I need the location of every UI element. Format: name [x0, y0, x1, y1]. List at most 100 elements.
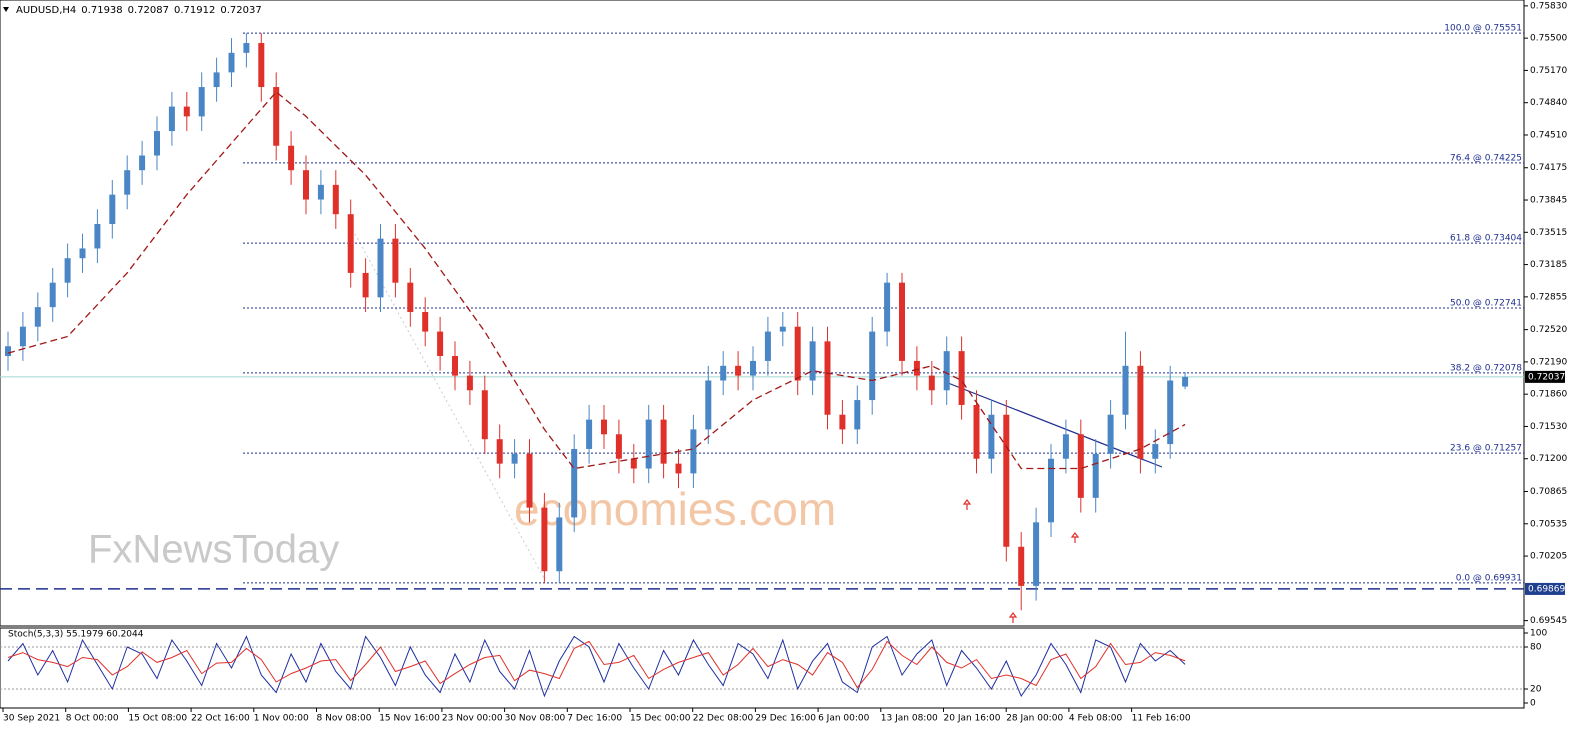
candle-body	[1122, 365, 1129, 415]
fib-label: 38.2 @ 0.72078	[1450, 363, 1522, 373]
candle-body	[1048, 458, 1054, 523]
candle-body	[481, 390, 488, 440]
y-tick-label: 0.70535	[1530, 519, 1567, 529]
x-tick-label: 11 Feb 16:00	[1132, 714, 1191, 724]
candle-body	[124, 170, 131, 195]
y-tick-label: 0.75170	[1530, 66, 1567, 76]
x-tick-label: 6 Jan 00:00	[818, 714, 870, 724]
candle-body	[526, 453, 533, 508]
candle-body	[794, 326, 801, 381]
candle-body	[49, 282, 56, 308]
arrows	[962, 499, 1080, 623]
candle-body	[690, 429, 697, 474]
candle-body	[1107, 414, 1114, 454]
close: 0.72037	[220, 5, 261, 16]
candle-body	[1018, 546, 1025, 586]
candle-body	[1003, 414, 1010, 547]
candle-body	[154, 131, 160, 156]
x-tick-label: 15 Dec 00:00	[630, 714, 691, 724]
x-tick-label: 7 Dec 16:00	[567, 714, 622, 724]
candle-body	[1062, 434, 1069, 459]
stoch-tick-label: 80	[1530, 643, 1542, 653]
candle-body	[183, 106, 190, 117]
candle-body	[720, 365, 727, 381]
y-tick-label: 0.71860	[1530, 390, 1567, 400]
y-tick-label: 0.69545	[1530, 616, 1567, 626]
candle-body	[1137, 365, 1144, 459]
candle-body	[541, 507, 548, 572]
candle-body	[317, 184, 324, 200]
candle-body	[1152, 444, 1159, 459]
y-tick-label: 0.74510	[1530, 130, 1567, 140]
stoch-line	[7, 635, 1186, 698]
x-tick-label: 8 Oct 00:00	[66, 714, 119, 724]
candle-body	[824, 341, 831, 415]
candle-body	[243, 43, 250, 53]
x-tick-label: 13 Jan 08:00	[881, 714, 938, 724]
y-tick-label: 0.71530	[1530, 422, 1567, 432]
arrow	[1070, 532, 1080, 543]
candle-body	[958, 351, 965, 405]
candle-body	[735, 365, 742, 376]
candle-body	[1167, 380, 1174, 445]
y-tick-label: 0.74175	[1530, 163, 1567, 173]
candle-body	[943, 351, 950, 391]
y-tick-label: 0.74840	[1530, 98, 1567, 108]
y-tick-label: 0.70865	[1530, 487, 1567, 497]
moving-average	[7, 91, 1186, 470]
watermark: economies.com	[514, 483, 836, 535]
candle-body	[988, 414, 995, 459]
x-tick-label: 22 Dec 08:00	[693, 714, 754, 724]
x-tick-label: 15 Oct 08:00	[128, 714, 187, 724]
stoch-line	[7, 640, 1186, 689]
y-tick-label: 0.70205	[1530, 552, 1567, 562]
candle-body	[705, 380, 712, 430]
candle-body	[452, 356, 458, 376]
candle-body	[1092, 453, 1099, 498]
stoch-title: Stoch(5,3,3) 55.1979 60.2044	[8, 630, 144, 640]
candle-body	[913, 360, 920, 376]
price-tag-label: 0.72037	[1528, 372, 1565, 382]
y-tick-label: 0.73845	[1530, 196, 1567, 206]
price-panel	[0, 0, 1525, 627]
candle-body	[615, 434, 622, 459]
x-tick-label: 8 Nov 08:00	[317, 714, 372, 724]
candle-body	[94, 223, 101, 249]
open: 0.71938	[81, 5, 122, 16]
candle-body	[645, 419, 652, 469]
fib-label: 50.0 @ 0.72741	[1450, 299, 1522, 309]
candle-body	[437, 331, 444, 357]
candle-body	[750, 360, 756, 376]
y-tick-label: 0.72190	[1530, 357, 1567, 367]
candle-body	[630, 458, 637, 469]
candle-body	[168, 106, 175, 132]
menu-triangle	[3, 7, 9, 12]
candle-body	[466, 375, 473, 391]
candle-body	[660, 419, 667, 464]
price-tag-label: 0.69869	[1528, 584, 1565, 594]
candle-body	[884, 282, 891, 332]
candle-body	[1033, 522, 1040, 586]
x-tick-label: 4 Feb 08:00	[1069, 714, 1123, 724]
candle-body	[928, 375, 935, 391]
candle-body	[1182, 376, 1189, 387]
candle-body	[973, 404, 980, 459]
y-tick-label: 0.73185	[1530, 260, 1567, 270]
y-tick-label: 0.71200	[1530, 454, 1567, 464]
candle-body	[571, 448, 578, 518]
x-tick-label: 28 Jan 00:00	[1006, 714, 1063, 724]
fib-label: 0.0 @ 0.69931	[1456, 573, 1522, 583]
candle-body	[303, 170, 309, 200]
arrow	[1008, 612, 1018, 623]
x-tick-label: 23 Nov 00:00	[442, 714, 503, 724]
price-tag	[1525, 582, 1565, 595]
x-tick-label: 29 Dec 16:00	[755, 714, 816, 724]
candle-body	[839, 414, 846, 430]
candle-body	[34, 307, 41, 327]
y-tick-label: 0.73515	[1530, 228, 1567, 238]
x-tick-label: 30 Nov 08:00	[505, 714, 566, 724]
fib-label: 61.8 @ 0.73404	[1450, 234, 1522, 244]
candle-body	[556, 517, 563, 572]
fib-label: 23.6 @ 0.71257	[1450, 444, 1522, 454]
candle-body	[869, 331, 876, 401]
